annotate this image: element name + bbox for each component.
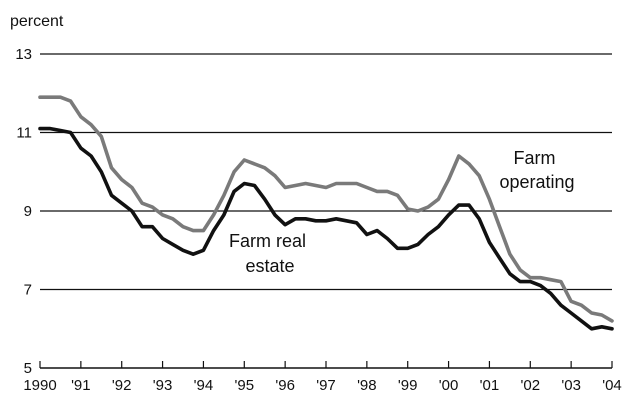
series-line-farm-real-estate [38, 126, 614, 331]
y-tick-label-9: 9 [24, 203, 32, 220]
x-tick-label-1993: '93 [153, 377, 173, 394]
series-lines [38, 95, 614, 331]
y-axis-tick-labels: 5 7 9 11 13 [15, 46, 32, 377]
x-tick-label-2003: '03 [561, 377, 581, 394]
x-tick-label-1998: '98 [357, 377, 377, 394]
series-label-farm-operating-line-1: Farm [513, 148, 555, 168]
series-label-farm-operating-line-2: operating [499, 172, 574, 192]
x-axis [39, 361, 613, 369]
series-label-farm-operating: Farm operating [499, 148, 574, 192]
series-label-farm-real-estate: Farm real estate [229, 231, 311, 276]
x-tick-label-2002: '02 [521, 377, 541, 394]
x-tick-label-1995: '95 [235, 377, 255, 394]
x-axis-tick-labels: 1990 '91 '92 '93 '94 '95 '96 '97 '98 '99 '00 '01 '02… [23, 377, 621, 394]
y-tick-label-11: 11 [16, 125, 32, 142]
y-tick-label-7: 7 [24, 282, 32, 299]
x-tick-label-1999: '99 [398, 377, 418, 394]
x-tick-label-1996: '96 [275, 377, 295, 394]
grid-lines [40, 53, 612, 291]
y-tick-label-13: 13 [15, 46, 32, 63]
series-label-farm-real-estate-line-2: estate [245, 256, 294, 276]
series-label-farm-real-estate-line-1: Farm real [229, 231, 306, 251]
y-axis-unit-label: percent [10, 13, 64, 30]
x-tick-label-1990: 1990 [23, 377, 56, 394]
x-tick-label-1991: '91 [71, 377, 91, 394]
x-tick-label-1997: '97 [316, 377, 336, 394]
x-tick-label-2004: '04 [602, 377, 622, 394]
series-line-farm-operating [38, 95, 614, 323]
x-tick-label-2000: '00 [439, 377, 459, 394]
x-tick-label-1992: '92 [112, 377, 132, 394]
x-tick-label-1994: '94 [194, 377, 214, 394]
y-tick-label-5: 5 [24, 360, 32, 377]
x-tick-label-2001: '01 [480, 377, 500, 394]
